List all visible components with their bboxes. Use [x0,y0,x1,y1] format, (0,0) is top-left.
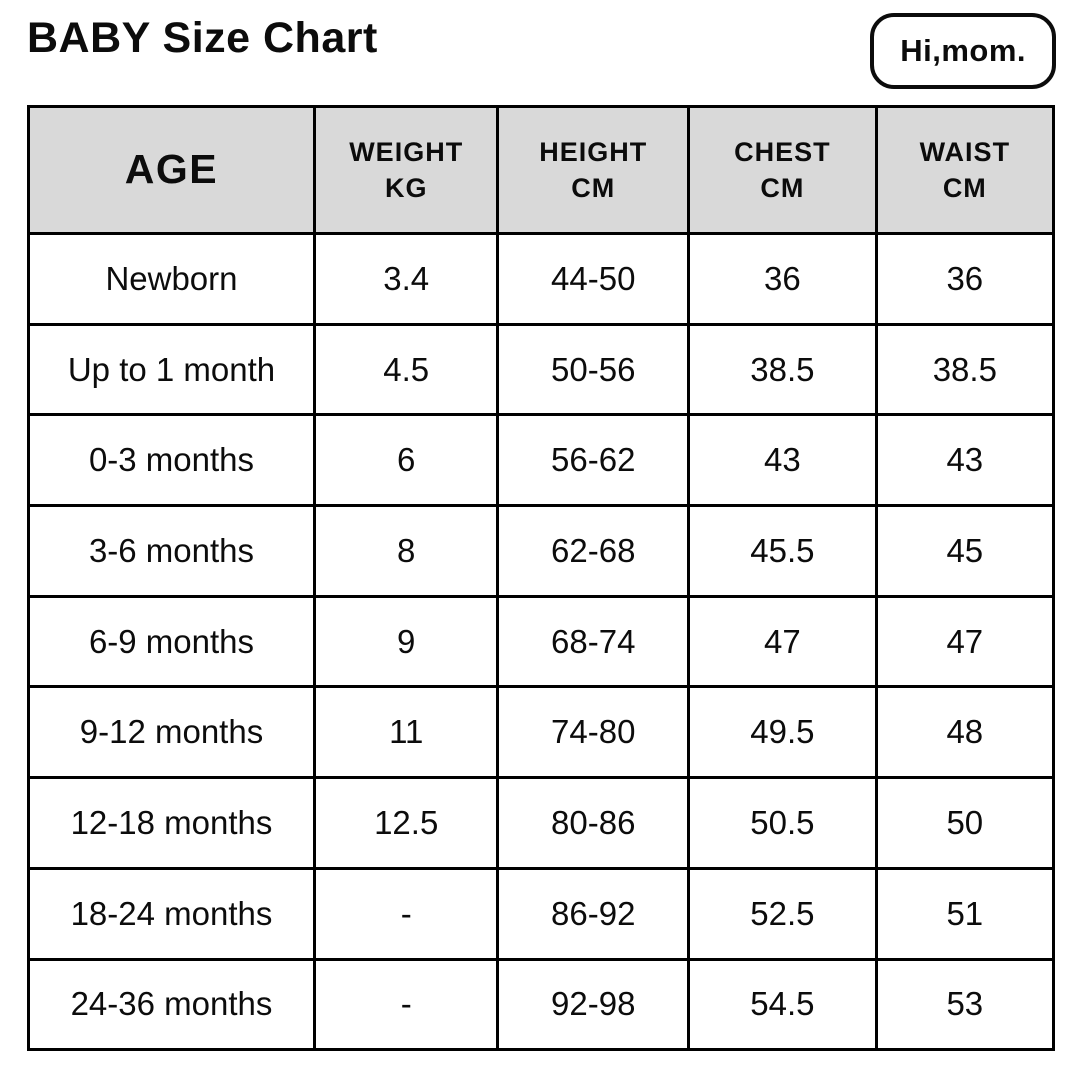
cell-age: Newborn [27,232,316,326]
cell-waist: 43 [874,413,1056,508]
cell-weight: 6 [312,413,500,508]
table-row: 3-6 months 8 62-68 45.5 45 [27,504,1056,598]
cell-age: 6-9 months [27,594,316,689]
cell-height: 74-80 [496,685,691,780]
cell-weight: 3.4 [312,232,500,326]
column-header-unit: KG [384,173,428,203]
cell-waist: 45 [874,504,1056,598]
cell-height: 56-62 [496,413,691,508]
table-header-row: AGE WEIGHT KG HEIGHT CM CHEST CM WAIST C… [27,105,1056,235]
cell-waist: 50 [874,776,1056,870]
cell-chest: 52.5 [687,866,878,961]
table-row: Newborn 3.4 44-50 36 36 [27,232,1056,326]
table-row: 6-9 months 9 68-74 47 47 [27,594,1056,689]
size-chart-table: AGE WEIGHT KG HEIGHT CM CHEST CM WAIST C… [27,105,1056,1052]
page-header: BABY Size Chart Hi,mom. [0,0,1080,100]
cell-weight: - [312,957,500,1052]
cell-chest: 47 [687,594,878,689]
cell-age: 0-3 months [27,413,316,508]
cell-waist: 51 [874,866,1056,961]
cell-waist: 53 [874,957,1056,1052]
cell-height: 92-98 [496,957,691,1052]
column-header-unit: CM [942,173,987,203]
page-title: BABY Size Chart [27,14,378,62]
column-header-waist: WAIST CM [874,105,1056,235]
cell-weight: 12.5 [312,776,500,870]
table-row: 9-12 months 11 74-80 49.5 48 [27,685,1056,780]
cell-age: 18-24 months [27,866,316,961]
cell-chest: 43 [687,413,878,508]
cell-age: 12-18 months [27,776,316,870]
cell-weight: 4.5 [312,322,500,417]
cell-age: Up to 1 month [27,322,316,417]
column-header-unit: CM [760,173,805,203]
cell-weight: - [312,866,500,961]
column-header-height: HEIGHT CM [496,105,691,235]
cell-chest: 38.5 [687,322,878,417]
cell-weight: 8 [312,504,500,598]
table-row: 18-24 months - 86-92 52.5 51 [27,866,1056,961]
cell-height: 62-68 [496,504,691,598]
cell-chest: 50.5 [687,776,878,870]
table-row: 0-3 months 6 56-62 43 43 [27,413,1056,508]
cell-waist: 48 [874,685,1056,780]
column-header-weight: WEIGHT KG [312,105,500,235]
cell-age: 9-12 months [27,685,316,780]
column-header-label: WEIGHT [349,136,464,167]
cell-age: 24-36 months [27,957,316,1052]
column-header-age: AGE [27,105,316,235]
cell-chest: 54.5 [687,957,878,1052]
cell-height: 86-92 [496,866,691,961]
brand-logo-text: Hi,mom. [900,33,1026,68]
brand-logo: Hi,mom. [870,13,1056,89]
column-header-label: CHEST [734,136,831,167]
column-header-label: WAIST [919,136,1011,167]
column-header-label: HEIGHT [539,136,648,167]
cell-height: 44-50 [496,232,691,326]
cell-chest: 36 [687,232,878,326]
cell-chest: 45.5 [687,504,878,598]
cell-waist: 38.5 [874,322,1056,417]
cell-waist: 47 [874,594,1056,689]
cell-age: 3-6 months [27,504,316,598]
table-row: 12-18 months 12.5 80-86 50.5 50 [27,776,1056,870]
cell-weight: 11 [312,685,500,780]
cell-weight: 9 [312,594,500,689]
cell-height: 80-86 [496,776,691,870]
cell-height: 68-74 [496,594,691,689]
table-row: 24-36 months - 92-98 54.5 53 [27,957,1056,1052]
column-header-chest: CHEST CM [687,105,878,235]
cell-height: 50-56 [496,322,691,417]
column-header-label: AGE [124,146,219,193]
cell-chest: 49.5 [687,685,878,780]
table-row: Up to 1 month 4.5 50-56 38.5 38.5 [27,322,1056,417]
cell-waist: 36 [874,232,1056,326]
column-header-unit: CM [571,173,616,203]
